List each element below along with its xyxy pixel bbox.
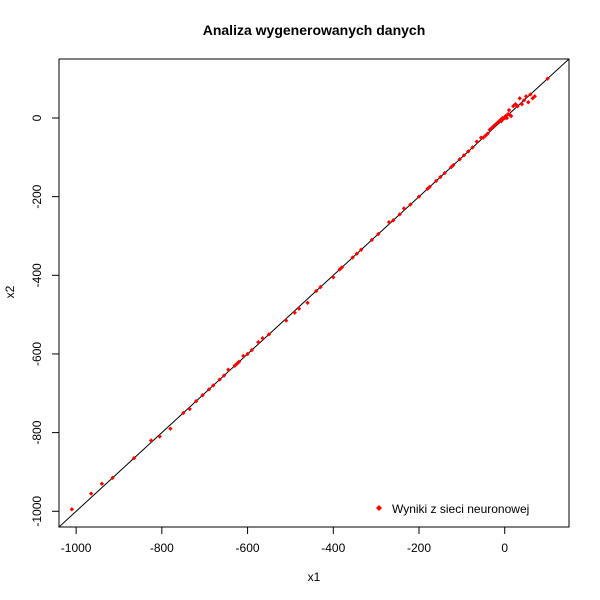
data-point: [451, 162, 456, 168]
data-point: [433, 178, 439, 184]
x-tick-label: -200: [407, 541, 431, 555]
x-tick-label: -600: [236, 541, 260, 555]
data-point: [397, 212, 402, 217]
data-point: [508, 113, 514, 119]
data-point: [193, 398, 199, 404]
data-point: [528, 92, 533, 97]
data-point: [466, 149, 471, 154]
data-point: [266, 332, 272, 337]
data-point: [515, 103, 520, 109]
data-point: [305, 300, 310, 306]
data-point: [206, 387, 212, 392]
data-point: [523, 94, 529, 99]
legend-marker: [376, 505, 382, 511]
data-point: [438, 174, 443, 180]
data-point: [148, 438, 154, 443]
data-point: [474, 139, 480, 144]
legend: Wyniki z sieci neuronowej: [376, 502, 529, 516]
data-point: [211, 383, 216, 388]
data-point: [545, 76, 550, 81]
data-point: [236, 359, 242, 365]
data-point: [131, 455, 137, 461]
y-tick-label: -1000: [30, 496, 44, 527]
data-point: [241, 353, 246, 359]
data-point: [511, 103, 516, 109]
x-tick-label: -400: [321, 541, 345, 555]
data-point: [283, 318, 289, 323]
data-point: [416, 194, 422, 199]
data-point: [187, 406, 192, 412]
y-tick-label: 0: [30, 114, 44, 121]
data-point: [505, 111, 511, 117]
y-tick-label: -800: [30, 420, 44, 444]
x-tick-label: -800: [150, 541, 174, 555]
data-point: [391, 218, 396, 223]
data-point: [401, 206, 407, 211]
y-tick-label: -200: [30, 184, 44, 208]
data-point: [313, 288, 319, 294]
x-tick-label: -1000: [61, 541, 92, 555]
data-point: [386, 220, 392, 225]
y-tick-label: -400: [30, 263, 44, 287]
data-point: [506, 107, 512, 113]
data-point: [499, 118, 504, 124]
data-point: [217, 377, 222, 382]
data-point: [457, 157, 462, 162]
data-point: [358, 247, 364, 252]
x-axis-label: x1: [308, 570, 321, 584]
data-point: [88, 491, 94, 496]
data-point: [69, 507, 75, 512]
data-point: [408, 202, 413, 207]
data-point: [292, 310, 297, 315]
y-axis-label: x2: [3, 285, 17, 298]
data-point: [339, 265, 345, 270]
plot-area: [58, 58, 570, 528]
x-axis: -1000 -800 -600 -400 -200 0: [61, 526, 508, 555]
data-point: [369, 237, 375, 243]
data-point: [318, 284, 323, 290]
data-point: [260, 336, 265, 341]
data-point: [234, 361, 240, 366]
data-point: [485, 131, 490, 136]
legend-label: Wyniki z sieci neuronowej: [392, 502, 529, 516]
data-point: [427, 184, 432, 190]
data-point: [442, 170, 447, 176]
data-point: [521, 98, 527, 103]
chart-title: Analiza wygenerowanych danych: [203, 22, 426, 38]
data-point: [168, 426, 173, 431]
data-point: [200, 393, 205, 398]
data-point: [226, 367, 231, 372]
data-point: [532, 94, 537, 99]
x-tick-label: 0: [501, 541, 508, 555]
data-point: [99, 481, 105, 486]
data-point: [519, 102, 525, 107]
data-point: [110, 475, 115, 481]
data-point: [526, 100, 531, 105]
data-point: [376, 231, 381, 237]
data-point: [331, 275, 336, 280]
data-point: [296, 306, 302, 311]
data-point: [354, 251, 360, 256]
data-point: [350, 255, 355, 260]
data-point: [181, 410, 186, 416]
y-tick-label: -600: [30, 342, 44, 366]
y-axis: -1000 -800 -600 -400 -200 0: [30, 114, 60, 527]
data-point: [249, 347, 255, 353]
data-point: [256, 339, 261, 345]
data-point: [461, 153, 467, 158]
data-point: [157, 434, 162, 439]
data-point: [245, 351, 250, 357]
data-point: [504, 115, 510, 121]
series-points: [69, 76, 550, 512]
data-point: [517, 96, 522, 101]
data-point: [221, 373, 227, 378]
data-point: [470, 145, 475, 150]
